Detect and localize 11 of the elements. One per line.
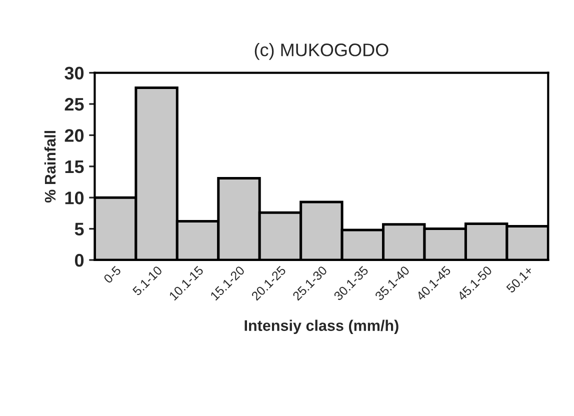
y-axis-title: % Rainfall — [44, 130, 56, 203]
chart-title: (c) MUKOGODO — [254, 43, 388, 60]
y-tick-label: 10 — [65, 192, 84, 204]
y-tick-label: 15 — [65, 160, 84, 174]
x-tick-label: 0-5 — [103, 265, 122, 284]
y-tick-label: 5 — [74, 222, 84, 236]
y-tick-label: 20 — [64, 129, 84, 142]
y-tick-label: 0 — [74, 254, 84, 267]
y-tick-label: 30 — [64, 66, 84, 80]
y-tick-label: 25 — [64, 98, 84, 111]
x-axis-title: Intensiy class (mm/h) — [244, 320, 398, 334]
